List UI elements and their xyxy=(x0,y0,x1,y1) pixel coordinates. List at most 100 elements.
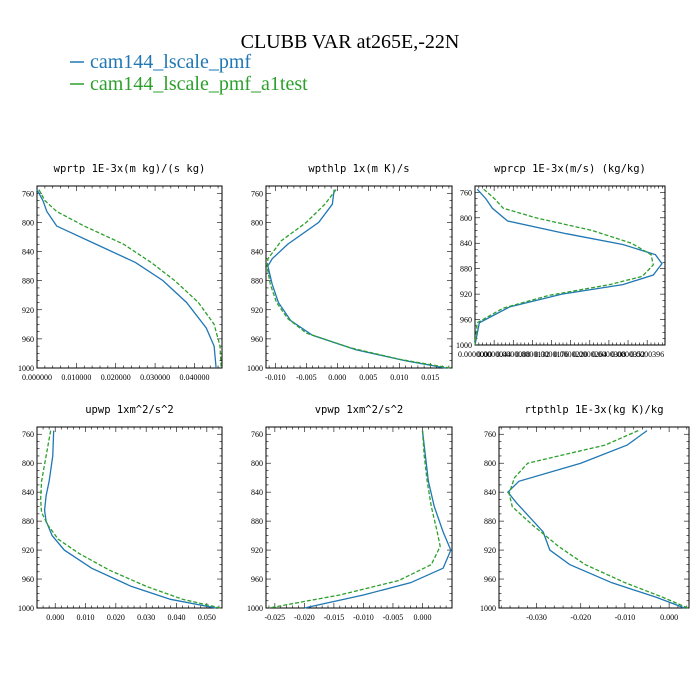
x-tick-label: 0.050 xyxy=(198,613,216,622)
y-tick-label: 760 xyxy=(22,189,34,198)
plot-frame xyxy=(498,426,690,609)
x-tick-label: -0.010 xyxy=(353,613,374,622)
x-tick-label: 0.010 xyxy=(390,373,408,382)
panel-title: rtpthlp 1E-3x(kg K)/kg xyxy=(524,404,663,416)
y-tick-label: 920 xyxy=(460,290,472,299)
y-tick-label: 960 xyxy=(460,316,472,325)
y-tick-label: 800 xyxy=(22,459,34,468)
y-tick-label: 760 xyxy=(22,430,34,439)
series-line-1 xyxy=(43,430,217,609)
y-tick-label: 840 xyxy=(460,239,472,248)
y-tick-label: 760 xyxy=(251,189,263,198)
y-tick-label: 800 xyxy=(251,218,263,227)
y-tick-label: 800 xyxy=(251,459,263,468)
series-line-2 xyxy=(39,430,221,609)
y-tick-label: 1000 xyxy=(18,604,34,613)
panel-title: wpthlp 1x(m K)/s xyxy=(308,163,409,175)
y-tick-label: 1000 xyxy=(456,341,472,350)
x-tick-label: 0.000 xyxy=(328,373,346,382)
x-tick-label: 0.020000 xyxy=(101,373,131,382)
y-tick-label: 920 xyxy=(484,546,496,555)
panel-1: wprtp 1E-3x(m kg)/(s kg) 760 800 840 880 920 9… xyxy=(18,163,223,382)
x-tick-label: -0.010 xyxy=(615,613,636,622)
y-tick-label: 760 xyxy=(460,188,472,197)
x-tick-label: 0.0000044 xyxy=(477,350,511,359)
x-tick-label: 0.010 xyxy=(77,613,95,622)
y-tick-label: 840 xyxy=(251,248,263,257)
x-tick-label: 0.0000132 xyxy=(515,350,549,359)
y-tick-label: 800 xyxy=(22,218,34,227)
y-tick-label: 960 xyxy=(22,575,34,584)
panel-3: wprcp 1E-3x(m/s) (kg/kg) 760 800 840 880 920 9… xyxy=(456,163,666,359)
x-tick-label: -0.030 xyxy=(526,613,547,622)
y-tick-label: 920 xyxy=(22,306,34,315)
x-tick-label: 0.000000 xyxy=(22,373,52,382)
plot-frame xyxy=(36,426,223,609)
panel-5: vpwp 1xm^2/s^27608008408809209601000-0.0… xyxy=(247,404,453,622)
series-line-2 xyxy=(508,430,688,609)
x-tick-label: 0.040 xyxy=(168,613,186,622)
x-tick-label: 0.020 xyxy=(107,613,125,622)
series-line-1 xyxy=(304,430,452,609)
y-tick-label: 1000 xyxy=(247,364,263,373)
panel-title: wprtp 1E-3x(m kg)/(s kg) xyxy=(54,163,206,175)
x-tick-label: 0.0000088 xyxy=(496,350,530,359)
x-tick-label: 0.030 xyxy=(137,613,155,622)
plot-frame xyxy=(265,426,453,609)
y-tick-label: 960 xyxy=(251,335,263,344)
x-tick-label: 0.0000176 xyxy=(535,350,569,359)
x-tick-label: 0.040000 xyxy=(179,373,209,382)
x-tick-label: 0.0000396 xyxy=(630,350,664,359)
x-tick-label: -0.020 xyxy=(294,613,315,622)
panel-4: upwp 1xm^2/s^2 760 800 840 880 920 960 1000 0.00… xyxy=(18,404,223,622)
y-tick-label: 880 xyxy=(251,277,263,286)
series-line-1 xyxy=(506,430,685,609)
x-tick-label: 0.000 xyxy=(413,613,431,622)
y-tick-label: 1000 xyxy=(247,604,263,613)
x-tick-label: 0.000 xyxy=(46,613,64,622)
series-line-2 xyxy=(38,189,222,369)
series-line-1 xyxy=(474,188,663,346)
y-tick-label: 840 xyxy=(484,488,496,497)
figure-legend: cam144_lscale_pmf cam144_lscale_pmf_a1te… xyxy=(70,51,308,95)
x-tick-label: 0.0000264 xyxy=(573,350,607,359)
x-tick-label: 0.0000000 xyxy=(458,350,492,359)
plot-frame xyxy=(36,185,223,369)
x-tick-label: 0.005 xyxy=(359,373,377,382)
series-line-2 xyxy=(474,188,654,346)
x-tick-label: 0.010000 xyxy=(61,373,91,382)
x-tick-label: 0.0000352 xyxy=(611,350,645,359)
panel-title: wprcp 1E-3x(m/s) (kg/kg) xyxy=(494,163,646,175)
figure-title: CLUBB VAR at265E,-22N xyxy=(241,31,460,53)
y-tick-label: 760 xyxy=(484,430,496,439)
x-tick-label: -0.010 xyxy=(265,373,286,382)
panel-title: upwp 1xm^2/s^2 xyxy=(85,404,174,416)
y-tick-label: 840 xyxy=(251,488,263,497)
y-tick-label: 800 xyxy=(460,214,472,223)
panel-6: rtpthlp 1E-3x(kg K)/kg 760 800 840 880 920 960… xyxy=(480,404,690,622)
x-tick-label: -0.025 xyxy=(265,613,286,622)
series-line-1 xyxy=(267,189,446,369)
x-tick-label: -0.015 xyxy=(324,613,345,622)
plot-frame xyxy=(265,185,453,369)
y-tick-label: 760 xyxy=(251,430,263,439)
x-tick-label: -0.005 xyxy=(383,613,404,622)
x-tick-label: -0.020 xyxy=(570,613,591,622)
y-tick-label: 960 xyxy=(484,575,496,584)
x-tick-label: 0.0000220 xyxy=(554,350,588,359)
y-tick-label: 920 xyxy=(251,306,263,315)
y-tick-label: 880 xyxy=(22,517,34,526)
series-line-2 xyxy=(268,430,441,609)
y-tick-label: 880 xyxy=(22,277,34,286)
legend-label-2: cam144_lscale_pmf_a1test xyxy=(90,73,308,95)
x-tick-label: 0.015 xyxy=(421,373,439,382)
y-tick-label: 880 xyxy=(251,517,263,526)
panel-2: wpthlp 1x(m K)/s 760 800 840 880 920 960 1000-0… xyxy=(247,163,453,382)
series-line-1 xyxy=(36,189,217,369)
y-tick-label: 840 xyxy=(22,248,34,257)
y-tick-label: 1000 xyxy=(480,604,496,613)
y-tick-label: 880 xyxy=(460,265,472,274)
panel-title: vpwp 1xm^2/s^2 xyxy=(315,404,404,416)
y-tick-label: 920 xyxy=(22,546,34,555)
